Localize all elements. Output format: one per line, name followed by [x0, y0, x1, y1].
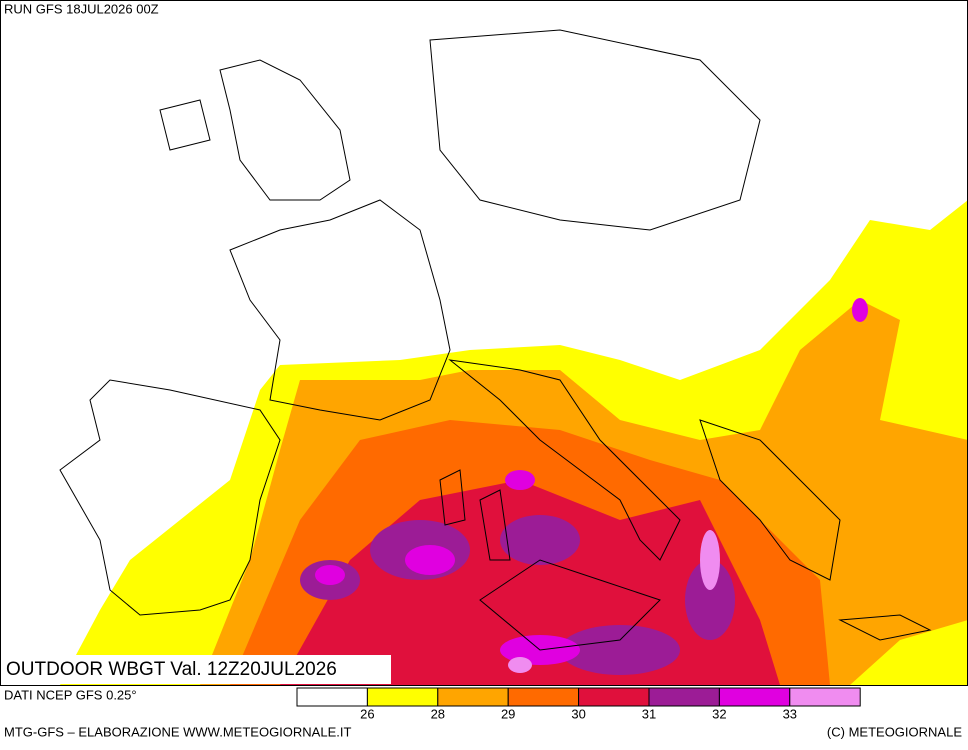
legend-swatch: [718, 687, 791, 707]
heat-blob: [852, 298, 868, 322]
title-box: [1, 655, 391, 684]
legend-swatch: [437, 687, 509, 707]
legend-label: 31: [642, 706, 656, 721]
heat-blob: [500, 515, 580, 565]
map-title: OUTDOOR WBGT Val. 12Z20JUL2026: [6, 659, 337, 680]
coastlines: [59, 29, 932, 651]
legend-label: 32: [712, 706, 726, 721]
legend-label: 30: [571, 706, 585, 721]
legend-swatch: [789, 687, 861, 707]
legend-swatch: [648, 687, 720, 707]
legend-swatch: [507, 687, 580, 707]
heat-blob: [315, 565, 345, 585]
legend-swatch: [578, 687, 650, 707]
heat-blob: [560, 625, 680, 675]
run-label: RUN GFS 18JUL2026 00Z: [4, 1, 159, 16]
legend-label: 33: [783, 706, 797, 721]
heat-blob: [685, 560, 735, 640]
legend: 26 28 29 30 31 32 33: [296, 687, 861, 721]
legend-swatch: [296, 687, 368, 707]
legend-label: 28: [431, 706, 445, 721]
source-label: DATI NCEP GFS 0.25°: [4, 687, 137, 702]
heat-blob: [505, 470, 535, 490]
legend-label: 26: [360, 706, 374, 721]
heat-blob: [508, 657, 532, 673]
legend-swatch: [366, 687, 439, 707]
heat-blob: [700, 530, 720, 590]
heat-blob: [405, 545, 455, 575]
footer-right: (C) METEOGIORNALE: [827, 724, 962, 739]
footer-left: MTG-GFS – ELABORAZIONE WWW.METEOGIORNALE…: [4, 724, 351, 739]
map: [60, 200, 968, 685]
legend-label: 29: [501, 706, 515, 721]
